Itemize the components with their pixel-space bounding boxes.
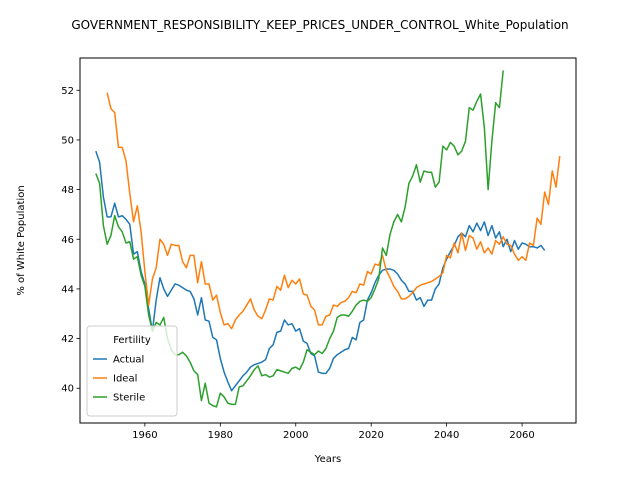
y-tick-label: 50	[61, 135, 74, 146]
y-tick-label: 52	[61, 86, 74, 97]
series-line-ideal	[106, 92, 561, 330]
legend-box	[86, 325, 178, 417]
legend: Fertility Actual Ideal Sterile	[86, 325, 178, 417]
series-line-sterile	[95, 70, 504, 408]
y-tick-label: 40	[61, 384, 74, 395]
y-tick-label: 48	[61, 185, 74, 196]
x-tick-label: 2040	[434, 430, 459, 441]
legend-label-actual: Actual	[113, 355, 144, 366]
y-tick-label: 46	[61, 235, 74, 246]
y-tick-label: 42	[61, 334, 74, 345]
legend-entries: Actual Ideal Sterile	[93, 355, 145, 404]
legend-label-ideal: Ideal	[113, 374, 137, 385]
chart-title: GOVERNMENT_RESPONSIBILITY_KEEP_PRICES_UN…	[71, 18, 568, 32]
x-axis: 1960 1980 2000 2020 2040 2060	[132, 423, 535, 441]
x-tick-label: 2060	[509, 430, 534, 441]
x-tick-label: 2000	[283, 430, 308, 441]
y-axis: 40 42 44 46 48 50 52	[61, 86, 80, 395]
x-tick-label: 1960	[132, 430, 157, 441]
legend-label-sterile: Sterile	[113, 393, 145, 404]
x-tick-label: 2020	[358, 430, 383, 441]
series-line-actual	[95, 150, 546, 392]
y-axis-label: % of White Population	[16, 185, 27, 295]
x-tick-label: 1980	[208, 430, 233, 441]
legend-title: Fertility	[113, 335, 151, 346]
x-axis-label: Years	[314, 454, 341, 465]
y-tick-label: 44	[61, 284, 74, 295]
series-layer	[95, 70, 561, 408]
plot-frame	[79, 57, 577, 424]
